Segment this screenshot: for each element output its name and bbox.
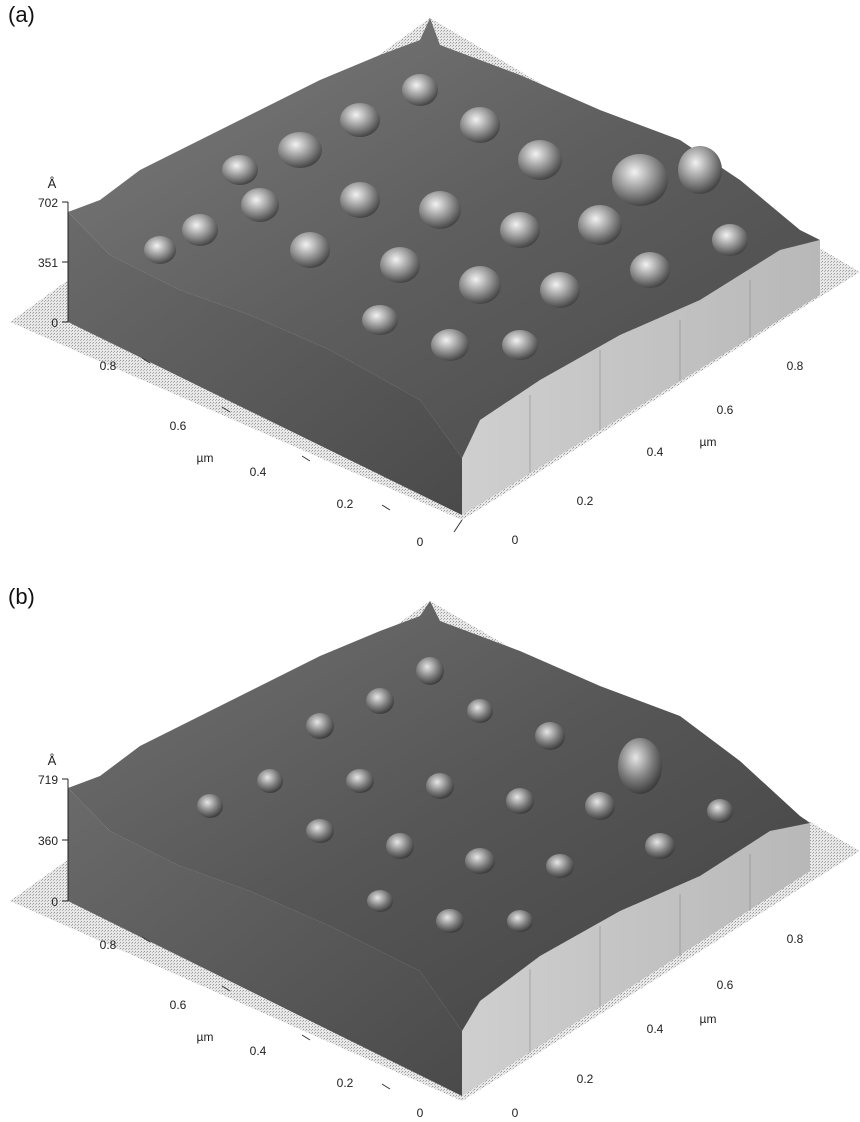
left-axis-tick-label: 0.2 xyxy=(337,497,354,511)
right-axis-tick-label: 0.6 xyxy=(717,978,734,992)
left-wall xyxy=(68,788,462,1096)
left-wall xyxy=(68,212,462,515)
right-axis-tick-label: 0.8 xyxy=(787,359,804,373)
right-axis-unit: µm xyxy=(700,435,717,449)
left-axis-tick-label: 0.6 xyxy=(170,998,187,1012)
z-axis xyxy=(62,201,69,323)
left-axis-ticks xyxy=(141,357,463,533)
left-axis-tick-label: 0.6 xyxy=(170,419,187,433)
surface-top xyxy=(68,18,820,458)
right-axis-tick-label: 0.4 xyxy=(647,1022,664,1036)
right-axis-tick-label: 0.4 xyxy=(647,445,664,459)
right-axis-tick-label: 0 xyxy=(512,1106,519,1120)
right-axis-unit: µm xyxy=(700,1012,717,1026)
right-axis-tick-label: 0.2 xyxy=(577,1072,594,1086)
right-axis-tick-label: 0.8 xyxy=(787,932,804,946)
afm-surface-plot: Å 702 351 0 0.8 0.6 µm 0.4 0.2 0 0 0.2 0… xyxy=(10,18,860,549)
z-tick-label: 719 xyxy=(38,773,58,787)
left-axis-tick-label: 0.4 xyxy=(250,465,267,479)
left-axis-unit: µm xyxy=(197,451,214,465)
left-axis-tick-label: 0.8 xyxy=(100,359,117,373)
afm-surface-plot: Å 719 360 0 0.8 0.6 µm 0.4 0.2 0 0 0.2 0… xyxy=(10,601,860,1120)
z-tick-label: 0 xyxy=(51,895,58,909)
left-axis-ticks xyxy=(141,936,391,1090)
z-tick-label: 351 xyxy=(38,256,58,270)
z-tick-label: 702 xyxy=(38,196,58,210)
surface-bumps xyxy=(197,657,733,933)
left-axis-tick-label: 0 xyxy=(417,1106,424,1120)
panel-label: (b) xyxy=(8,584,35,609)
left-axis-tick-label: 0 xyxy=(417,535,424,549)
surface-bumps xyxy=(144,74,748,361)
z-tick-label: 360 xyxy=(38,834,58,848)
afm-panel-a: (a) xyxy=(8,2,860,549)
right-axis-tick-label: 0.6 xyxy=(717,403,734,417)
z-axis-unit: Å xyxy=(48,753,57,768)
left-axis-tick-label: 0.2 xyxy=(337,1076,354,1090)
right-axis-tick-label: 0 xyxy=(512,533,519,547)
z-tick-label: 0 xyxy=(51,316,58,330)
right-wall xyxy=(462,240,820,515)
left-axis-tick-label: 0.4 xyxy=(250,1044,267,1058)
afm-panel-b: (b) xyxy=(0,561,860,1122)
right-wall xyxy=(462,823,810,1096)
panel-label: (a) xyxy=(8,2,35,27)
right-axis-tick-label: 0.2 xyxy=(577,494,594,508)
surface-top xyxy=(68,601,810,1031)
left-axis-tick-label: 0.8 xyxy=(100,938,117,952)
z-axis-unit: Å xyxy=(48,176,57,191)
left-axis-unit: µm xyxy=(197,1030,214,1044)
z-axis xyxy=(62,778,69,902)
